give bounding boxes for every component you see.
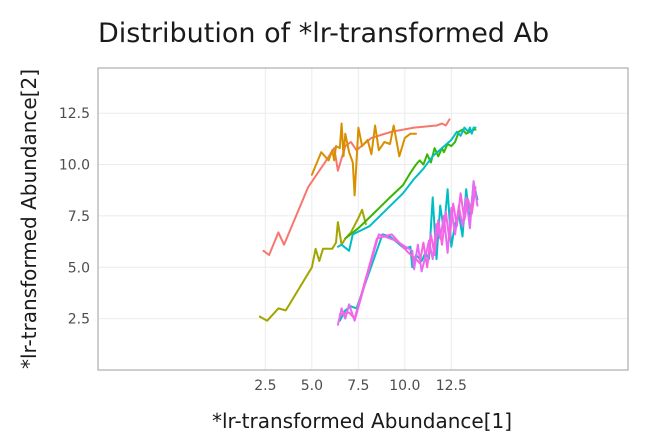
x-tick-label: 10.0 — [389, 378, 420, 394]
chart-title: Distribution of *lr-transformed Ab — [98, 18, 549, 49]
y-tick-label: 2.5 — [68, 312, 90, 328]
y-axis-title: *lr-transformed Abundance[2] — [17, 69, 41, 369]
series-line-2 — [310, 122, 417, 197]
series-line-3 — [258, 208, 367, 322]
series-line-1 — [262, 118, 451, 256]
x-tick-label: 5.0 — [301, 378, 323, 394]
y-tick-labels: 2.5 5.0 7.5 10.0 12.5 — [59, 106, 90, 327]
y-tick-label: 5.0 — [68, 260, 90, 276]
x-axis-title: *lr-transformed Abundance[1] — [212, 409, 512, 433]
y-tick-label: 10.0 — [59, 158, 90, 174]
x-tick-label: 2.5 — [254, 378, 276, 394]
x-tick-labels: 2.5 5.0 7.5 10.0 12.5 — [254, 378, 467, 394]
x-tick-label: 7.5 — [347, 378, 369, 394]
series-line-8 — [338, 186, 477, 320]
series-line-5 — [336, 126, 477, 252]
plot-frame — [97, 67, 629, 371]
y-tick-label: 12.5 — [59, 106, 90, 122]
x-tick-label: 12.5 — [436, 378, 467, 394]
y-tick-label: 7.5 — [68, 209, 90, 225]
series-lines — [258, 118, 479, 326]
series-line-6 — [338, 182, 479, 322]
